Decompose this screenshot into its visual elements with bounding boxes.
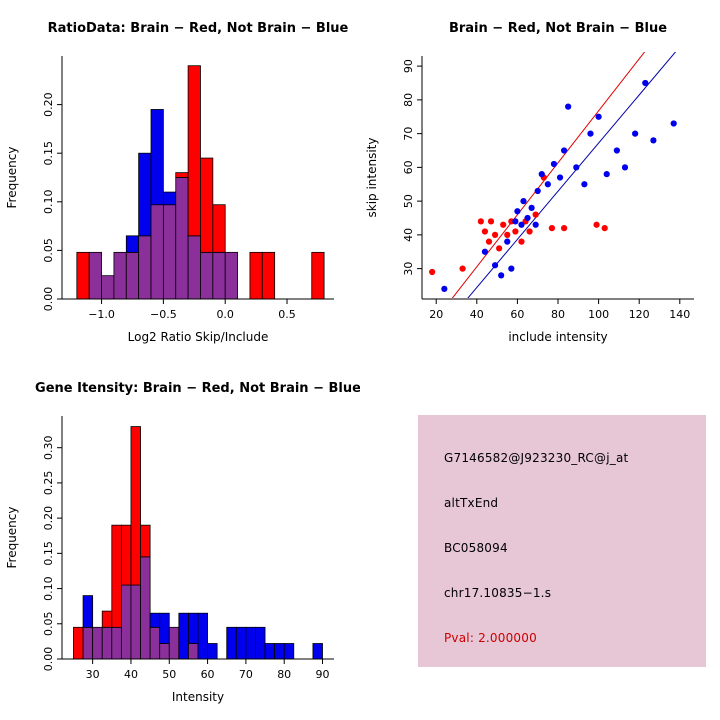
svg-text:0.05: 0.05 — [42, 238, 55, 263]
svg-text:90: 90 — [316, 668, 330, 681]
event-type-text: altTxEnd — [444, 496, 499, 510]
svg-text:60: 60 — [402, 160, 415, 174]
ratio-histogram-chart: −1.0 −0.5 0.0 0.5 0.00 0.05 0.10 0.15 0.20 RatioD… — [5, 21, 349, 344]
locus-text: chr17.10835−1.s — [444, 586, 552, 600]
svg-text:30: 30 — [402, 262, 415, 276]
svg-text:RatioData: Brain − Red, Not Br: RatioData: Brain − Red, Not Brain − Blue — [48, 21, 349, 36]
scatter-panel: 20 40 60 80 100 120 140 30 40 50 60 70 80 90 Brain − R… — [360, 0, 720, 360]
svg-text:50: 50 — [162, 668, 176, 681]
svg-text:−0.5: −0.5 — [150, 308, 177, 321]
svg-text:40: 40 — [402, 228, 415, 242]
pval-text: Pval: 2.000000 — [444, 631, 537, 645]
svg-text:Frequency: Frequency — [5, 507, 19, 569]
svg-text:0.15: 0.15 — [42, 141, 55, 166]
svg-text:20: 20 — [429, 308, 443, 321]
svg-text:50: 50 — [402, 194, 415, 208]
svg-text:80: 80 — [551, 308, 565, 321]
svg-text:120: 120 — [629, 308, 650, 321]
svg-text:80: 80 — [277, 668, 291, 681]
svg-text:include intensity: include intensity — [508, 330, 607, 344]
info-panel: G7146582@J923230_RC@j_at altTxEnd BC0580… — [360, 360, 720, 720]
ratio-histogram-panel: −1.0 −0.5 0.0 0.5 0.00 0.05 0.10 0.15 0.20 RatioD… — [0, 0, 360, 360]
svg-text:0.30: 0.30 — [42, 435, 55, 460]
svg-text:0.10: 0.10 — [42, 576, 55, 601]
svg-text:skip intensity: skip intensity — [365, 138, 379, 218]
svg-text:70: 70 — [402, 127, 415, 141]
svg-text:Intensity: Intensity — [172, 690, 224, 704]
svg-text:0.05: 0.05 — [42, 612, 55, 637]
intensity-scatter-chart: 20 40 60 80 100 120 140 30 40 50 60 70 80 90 Brain − R… — [365, 21, 694, 344]
probe-id-text: G7146582@J923230_RC@j_at — [444, 451, 629, 465]
svg-text:0.15: 0.15 — [42, 541, 55, 566]
svg-text:100: 100 — [588, 308, 609, 321]
accession-text: BC058094 — [444, 541, 508, 555]
info-box: G7146582@J923230_RC@j_at altTxEnd BC0580… — [418, 415, 706, 667]
svg-text:60: 60 — [201, 668, 215, 681]
svg-text:0.00: 0.00 — [42, 647, 55, 672]
svg-text:40: 40 — [124, 668, 138, 681]
svg-text:Brain − Red, Not Brain − Blue: Brain − Red, Not Brain − Blue — [449, 21, 667, 36]
gene-histogram-panel: 30 40 50 60 70 80 90 0.00 0.05 0.10 0.15 0.20 0.25 0.… — [0, 360, 360, 720]
svg-text:0.20: 0.20 — [42, 506, 55, 531]
svg-text:60: 60 — [510, 308, 524, 321]
svg-text:0.0: 0.0 — [216, 308, 234, 321]
svg-text:Gene Itensity: Brain − Red, No: Gene Itensity: Brain − Red, Not Brain − … — [35, 381, 360, 396]
svg-text:70: 70 — [239, 668, 253, 681]
svg-text:140: 140 — [669, 308, 690, 321]
svg-text:80: 80 — [402, 93, 415, 107]
svg-text:90: 90 — [402, 59, 415, 73]
svg-text:40: 40 — [470, 308, 484, 321]
svg-text:0.25: 0.25 — [42, 471, 55, 496]
gene-histogram-chart: 30 40 50 60 70 80 90 0.00 0.05 0.10 0.15 0.20 0.25 0.… — [5, 381, 360, 704]
svg-text:0.10: 0.10 — [42, 190, 55, 215]
svg-text:−1.0: −1.0 — [88, 308, 115, 321]
svg-text:0.00: 0.00 — [42, 287, 55, 312]
svg-text:0.20: 0.20 — [42, 92, 55, 117]
svg-text:Log2 Ratio Skip/Include: Log2 Ratio Skip/Include — [128, 330, 269, 344]
svg-text:Frequency: Frequency — [5, 147, 19, 209]
svg-text:30: 30 — [86, 668, 100, 681]
svg-text:0.5: 0.5 — [278, 308, 296, 321]
